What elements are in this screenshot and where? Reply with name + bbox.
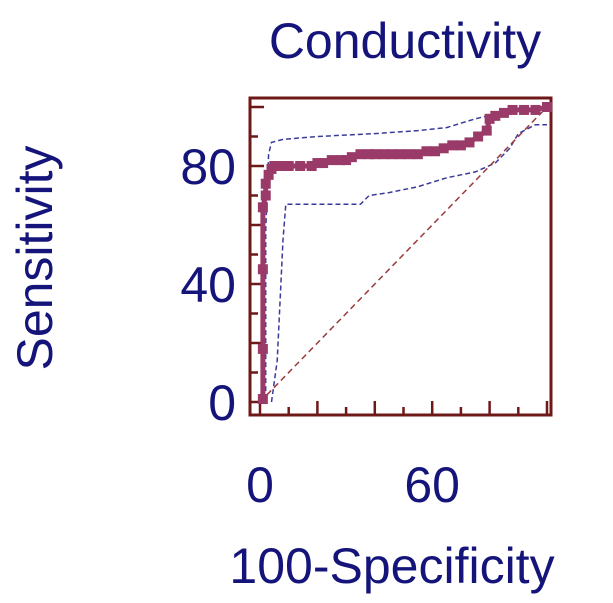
roc-point [498, 107, 509, 118]
roc-point [335, 155, 346, 166]
roc-point [257, 394, 268, 405]
roc-point [346, 152, 357, 163]
roc-point [326, 155, 337, 166]
roc-point [395, 149, 406, 160]
ci-lower-line [270, 123, 547, 403]
roc-point [387, 149, 398, 160]
x-tick-label: 60 [404, 457, 460, 513]
roc-point [542, 102, 552, 112]
roc-point [421, 146, 432, 157]
roc-point [306, 161, 317, 171]
plot-frame [248, 96, 553, 417]
roc-point [257, 202, 268, 213]
roc-point [369, 149, 380, 160]
roc-point [355, 149, 366, 160]
roc-point [438, 143, 449, 154]
x-tick-label: 0 [246, 457, 274, 513]
y-tick-label: 40 [180, 257, 236, 313]
roc-point [312, 158, 323, 169]
roc-point [455, 140, 466, 151]
y-tick-label: 0 [208, 375, 236, 431]
roc-point [275, 161, 286, 171]
roc-point [318, 158, 329, 169]
roc-point [464, 137, 475, 148]
y-tick-label: 80 [180, 139, 236, 195]
roc-point [378, 149, 389, 160]
roc-point [490, 110, 501, 121]
roc-point [447, 140, 458, 151]
roc-point [260, 190, 271, 201]
roc-point [257, 343, 268, 354]
roc-point [257, 264, 268, 275]
chart-title: Conductivity [269, 13, 541, 69]
roc-point [341, 155, 352, 166]
roc-point [430, 146, 441, 157]
roc-point [269, 161, 280, 171]
y-axis-label: Sensitivity [7, 145, 63, 370]
roc-point [364, 149, 375, 160]
plot-area: 0 60 0 40 80 [180, 96, 553, 513]
roc-point [507, 104, 518, 115]
roc-point [481, 125, 492, 136]
roc-point [530, 104, 541, 115]
roc-point [283, 161, 294, 171]
roc-point [412, 149, 423, 160]
roc-point [473, 131, 484, 142]
roc-point [484, 113, 495, 124]
roc-point [404, 149, 415, 160]
roc-point [295, 161, 306, 171]
x-axis-label: 100-Specificity [229, 538, 554, 594]
roc-point [263, 169, 274, 180]
roc-point [519, 104, 530, 115]
roc-point [260, 178, 271, 189]
reference-diagonal [259, 106, 548, 403]
